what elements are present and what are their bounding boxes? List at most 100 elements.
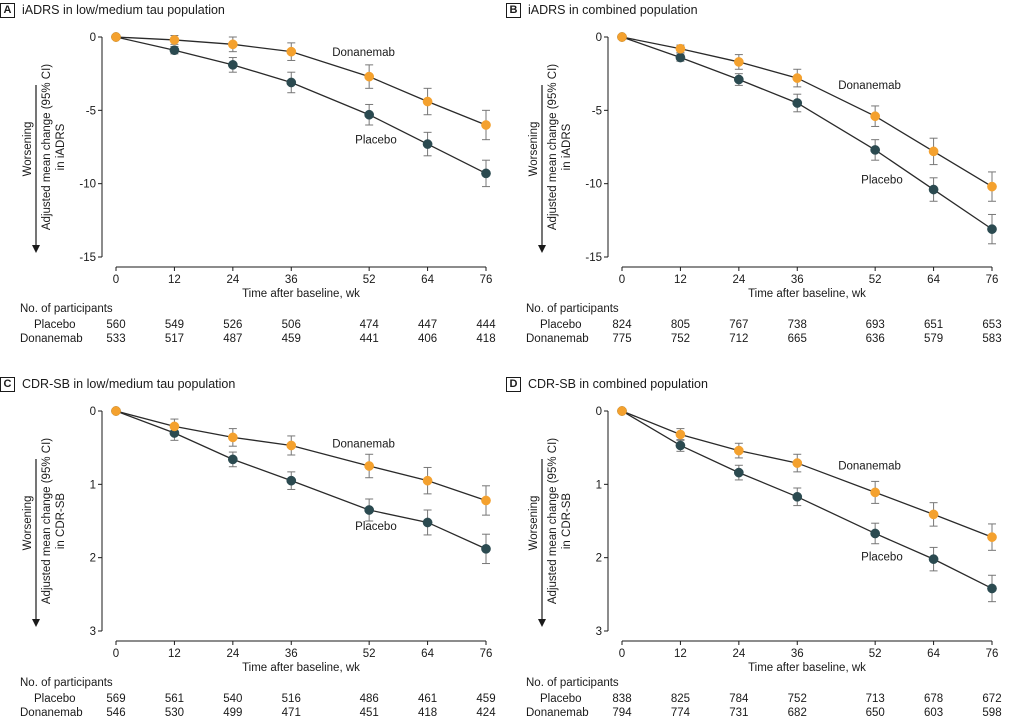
x-tick-label: 52 [869, 648, 882, 660]
x-tick-label: 64 [421, 648, 434, 660]
participant-count: 598 [982, 707, 1002, 719]
participant-count: 459 [476, 693, 496, 705]
x-tick-label: 0 [113, 274, 119, 286]
y-tick-label: 0 [90, 406, 96, 418]
donanemab-row-label: Donanemab [20, 333, 83, 345]
data-point-donanemab [733, 445, 744, 456]
x-tick-label: 0 [619, 274, 625, 286]
participant-count: 579 [923, 333, 944, 345]
donanemab-row: Donanemab 775 752 712 665 636 579 583 [526, 333, 1013, 347]
data-point-donanemab [364, 71, 375, 82]
participant-count: 549 [164, 319, 184, 331]
donanemab-row: Donanemab 546 530 499 471 451 418 424 [20, 707, 520, 721]
panel-d: D CDR-SB in combined population 0 1 2 3 0 12 2… [506, 374, 1013, 720]
y-tick-label: -5 [86, 105, 96, 117]
participant-count: 583 [982, 333, 1002, 345]
panel-title: CDR-SB in combined population [528, 377, 708, 391]
participant-count: 560 [106, 319, 126, 331]
worsening-arrowhead [32, 245, 40, 253]
participant-count: 838 [612, 693, 632, 705]
participant-count: 533 [106, 333, 126, 345]
series-line-placebo [621, 36, 993, 230]
participant-count: 459 [281, 333, 301, 345]
participant-count: 499 [223, 707, 243, 719]
participant-count: 569 [106, 693, 126, 705]
y-tick-label: 3 [90, 626, 96, 638]
participant-count: 825 [670, 693, 690, 705]
participant-count: 451 [359, 707, 379, 719]
panel-letter: D [506, 376, 521, 392]
participant-count: 805 [670, 319, 690, 331]
worsening-label: Worsening [22, 496, 34, 551]
data-point-donanemab [422, 96, 433, 107]
data-point-placebo [286, 77, 297, 88]
panel-title: iADRS in combined population [528, 3, 698, 17]
data-point-donanemab [111, 32, 121, 42]
y-tick-label: -10 [79, 179, 96, 191]
participant-count: 486 [359, 693, 379, 705]
participant-count: 461 [417, 693, 438, 705]
participant-count: 731 [729, 707, 749, 719]
panel-a: A iADRS in low/medium tau population 0 -5… [0, 0, 506, 360]
panel-title: iADRS in low/medium tau population [22, 3, 225, 17]
x-tick-label: 24 [226, 274, 239, 286]
participant-count: 441 [359, 333, 379, 345]
panel-letter: C [0, 376, 15, 392]
worsening-arrowhead [32, 619, 40, 627]
participant-count: 418 [417, 707, 438, 719]
participant-count: 678 [923, 693, 944, 705]
participant-count: 775 [612, 333, 632, 345]
y-axis-label-2: in CDR-SB [55, 493, 67, 550]
donanemab-row: Donanemab 533 517 487 459 441 406 418 [20, 333, 520, 347]
donanemab-row: Donanemab 794 774 731 682 650 603 598 [526, 707, 1013, 721]
data-point-placebo [227, 454, 238, 465]
participant-count: 418 [476, 333, 496, 345]
panel-letter: A [0, 2, 15, 18]
participants-header: No. of participants [20, 303, 113, 315]
x-tick-label: 12 [674, 648, 687, 660]
x-tick-label: 64 [421, 274, 434, 286]
y-tick-label: -15 [585, 252, 602, 264]
x-tick-label: 36 [285, 274, 298, 286]
participant-count: 474 [359, 319, 379, 331]
y-axis-label: Adjusted mean change (95% CI) [547, 64, 559, 230]
x-axis-label: Time after baseline, wk [242, 288, 360, 300]
x-tick-label: 12 [674, 274, 687, 286]
participant-count: 665 [787, 333, 807, 345]
x-tick-label: 64 [927, 274, 940, 286]
data-point-donanemab [792, 458, 803, 468]
data-point-placebo [422, 139, 433, 149]
x-axis-label: Time after baseline, wk [748, 662, 866, 674]
participant-count: 506 [281, 319, 301, 331]
y-axis-label: Adjusted mean change (95% CI) [547, 438, 559, 604]
x-tick-label: 24 [732, 274, 745, 286]
y-tick-label: 2 [596, 553, 602, 565]
data-point-donanemab [617, 406, 627, 416]
data-point-placebo [987, 224, 997, 234]
y-axis-label: Adjusted mean change (95% CI) [41, 64, 53, 230]
x-tick-label: 76 [986, 274, 999, 286]
x-tick-label: 0 [619, 648, 625, 660]
data-point-placebo [169, 45, 180, 56]
data-point-placebo [928, 554, 939, 564]
placebo-row-label: Placebo [540, 693, 582, 705]
donanemab-row-label: Donanemab [20, 707, 83, 719]
x-tick-label: 36 [791, 648, 804, 660]
participant-count: 526 [223, 319, 243, 331]
x-tick-label: 76 [986, 648, 999, 660]
y-axis-label-2: in iADRS [561, 123, 573, 170]
participant-count: 636 [865, 333, 885, 345]
x-tick-label: 24 [226, 648, 239, 660]
y-axis-label: Adjusted mean change (95% CI) [41, 438, 53, 604]
data-point-placebo [227, 60, 238, 70]
chart-plot: 0 -5 -10 -15 0 12 24 36 52 64 76 Time after baselin… [528, 32, 999, 300]
data-point-placebo [733, 467, 744, 478]
participants-header: No. of participants [526, 303, 619, 315]
data-point-placebo [928, 184, 939, 195]
panel-title: CDR-SB in low/medium tau population [22, 377, 236, 391]
y-tick-label: -10 [585, 179, 602, 191]
data-point-placebo [675, 440, 686, 451]
data-point-donanemab [286, 440, 297, 451]
